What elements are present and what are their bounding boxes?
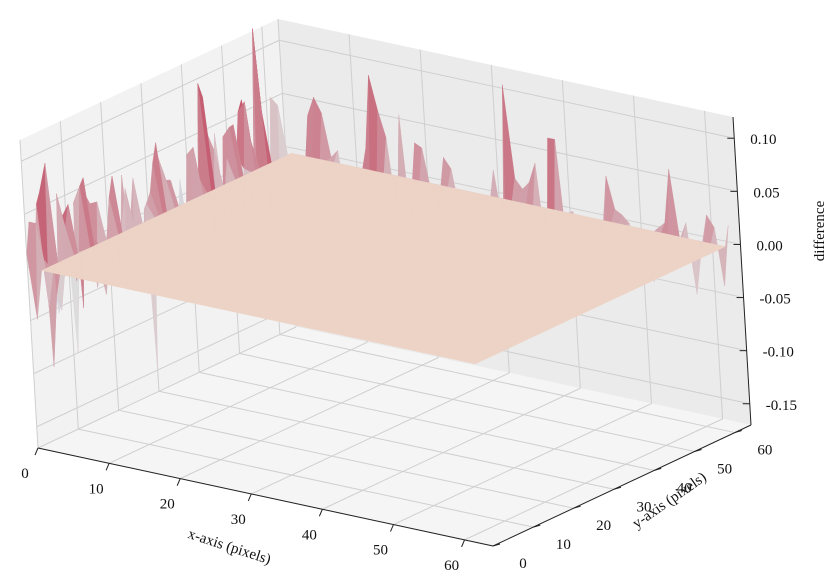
y-tick-label: 10: [556, 537, 571, 553]
x-tick: [247, 493, 252, 502]
grid-line: [239, 352, 695, 452]
x-tick-label: 30: [231, 512, 246, 528]
z-tick-label: 0.00: [756, 238, 782, 254]
grid-line: [78, 428, 534, 528]
z-axis-line: [732, 116, 752, 426]
grid-line: [118, 409, 574, 509]
grid-line: [322, 387, 581, 510]
z-tick-label: -0.15: [766, 398, 797, 414]
floor-pane: [38, 327, 751, 546]
z-tick-label: 0.05: [753, 185, 779, 201]
grid-line: [36, 305, 295, 428]
grid-line: [279, 334, 735, 434]
grid-line: [704, 110, 724, 419]
grid-line: [21, 39, 280, 162]
y-tick: [533, 524, 541, 528]
y-tick-label: 50: [717, 461, 732, 477]
x-tick-label: 0: [21, 466, 29, 482]
surface-plot: [26, 28, 729, 371]
grid-line: [108, 341, 368, 464]
ticks: 0 10 20 30 40 50 60 0 10 20 30 40 50 60 -0.15 -0.10 -0.0…: [21, 132, 797, 574]
z-tick-label: 0.10: [750, 132, 776, 148]
x-tick: [176, 478, 181, 486]
surface-patch: [547, 137, 555, 211]
y-tick: [694, 448, 702, 452]
y-tick-label: 0: [519, 556, 527, 572]
grid-line: [464, 418, 723, 541]
x-tick: [105, 463, 110, 471]
grid-line: [199, 371, 655, 471]
grid-line: [37, 326, 297, 449]
y-tick-label: 20: [596, 518, 611, 534]
grid-line: [393, 403, 652, 526]
x-axis-label: x-axis (pixels): [186, 526, 273, 568]
x-tick-label: 10: [89, 481, 104, 497]
grid-line: [158, 390, 615, 490]
z-axis-label: difference: [812, 200, 828, 261]
x-tick-label: 50: [373, 543, 388, 559]
y-tick-label: 40: [677, 480, 692, 496]
x-axis-line: [37, 447, 494, 547]
grid-line: [19, 139, 39, 449]
surface-patch: [467, 360, 481, 365]
x-tick: [318, 509, 323, 517]
x-tick: [461, 539, 466, 548]
grid-line: [179, 357, 439, 480]
z-tick-label: -0.10: [763, 345, 794, 361]
x-tick: [390, 524, 394, 532]
y-tick: [613, 486, 622, 490]
y-tick: [734, 430, 743, 434]
y-tick-label: 60: [757, 443, 772, 459]
grid-line: [251, 372, 510, 495]
grid-line: [279, 39, 735, 139]
x-tick: [34, 447, 39, 456]
z-tick-label: -0.05: [760, 292, 791, 308]
x-tick-label: 40: [302, 527, 317, 543]
y-tick: [573, 505, 581, 509]
x-tick-label: 60: [444, 558, 459, 574]
x-tick-label: 20: [160, 497, 175, 513]
y-tick: [492, 543, 501, 547]
y-tick-label: 30: [636, 499, 651, 515]
y-tick: [654, 467, 662, 471]
